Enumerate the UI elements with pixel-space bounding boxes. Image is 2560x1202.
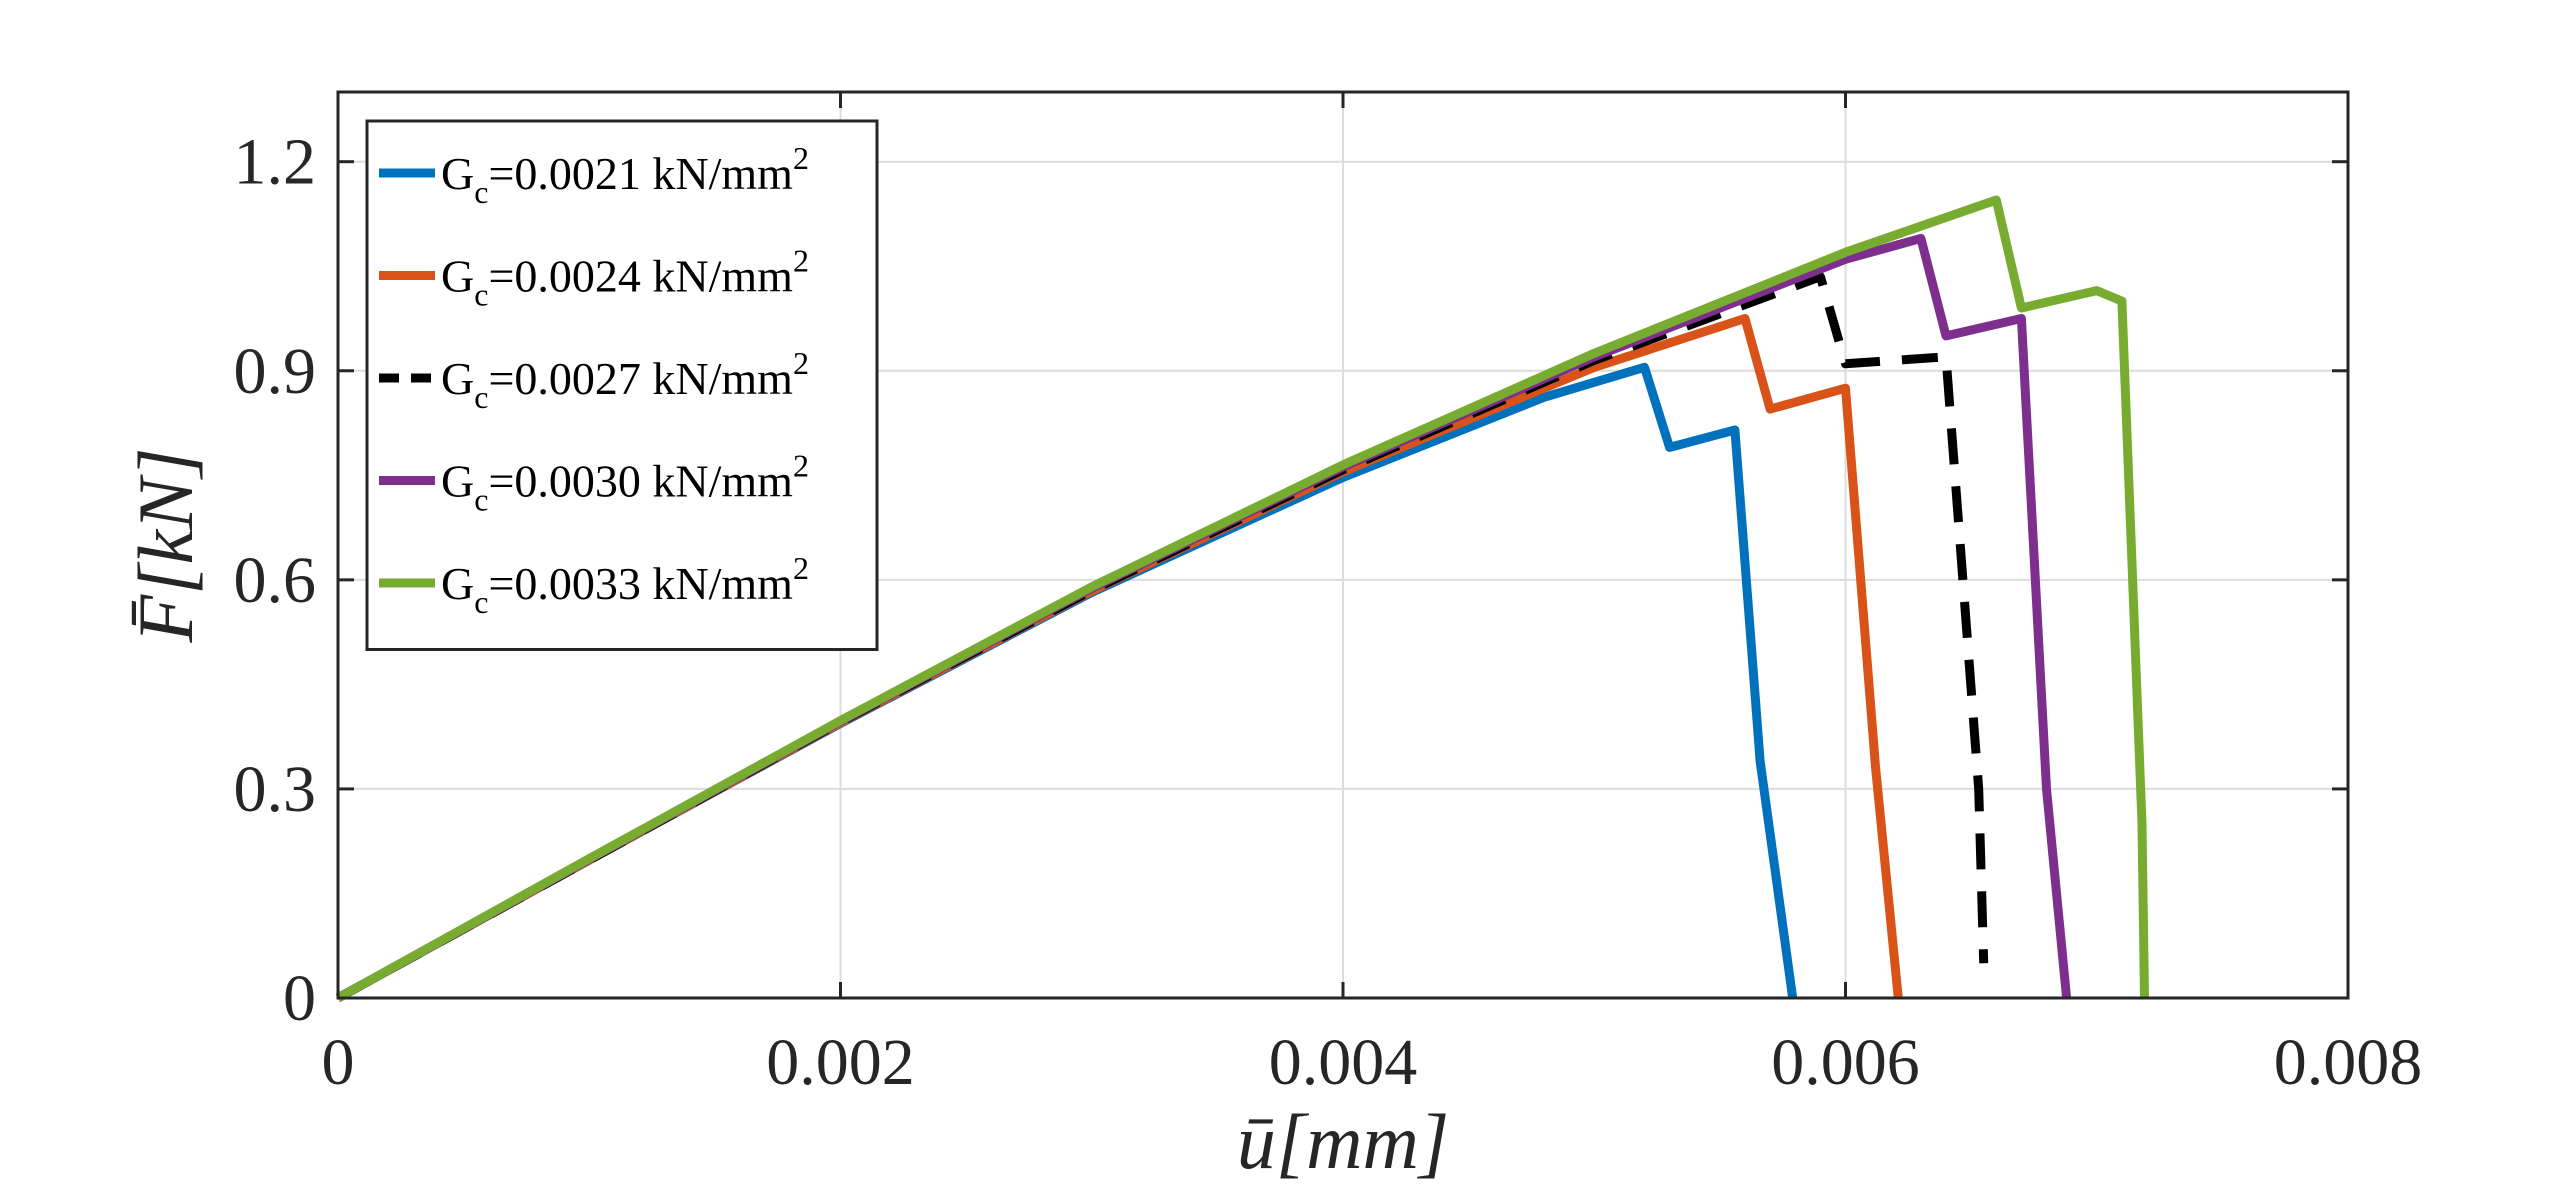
legend-label: Gc=0.0024 kN/mm2 (441, 243, 809, 313)
legend-label: Gc=0.0027 kN/mm2 (441, 345, 809, 415)
y-axis-label: F̄[kN] (122, 448, 209, 644)
ticks (336, 92, 2350, 1000)
legend-label: Gc=0.0030 kN/mm2 (441, 448, 809, 518)
y-tick-label: 0.3 (234, 753, 317, 826)
x-tick-label: 0.008 (2274, 1026, 2423, 1099)
x-tick-label: 0.002 (766, 1026, 915, 1099)
y-tick-label: 1.2 (234, 126, 317, 199)
y-tick-label: 0.6 (234, 544, 317, 617)
legend-label: Gc=0.0033 kN/mm2 (441, 550, 809, 620)
series-line-5 (335, 195, 2149, 1002)
y-tick-label: 0 (283, 962, 316, 1035)
x-tick-label: 0 (322, 1026, 355, 1099)
series-lines (335, 195, 2149, 1002)
x-axis-label: ū[mm] (1237, 1098, 1449, 1185)
x-tick-label: 0.006 (1771, 1026, 1920, 1099)
legend-label: Gc=0.0021 kN/mm2 (441, 140, 809, 210)
y-tick-label: 0.9 (234, 335, 317, 408)
tick-labels: 0 0.002 0.004 0.006 0.008 0 0.3 0.6 0.9 1.2 (234, 126, 2423, 1099)
x-tick-label: 0.004 (1269, 1026, 1418, 1099)
legend-box (365, 119, 879, 651)
legend: Gc=0.0021 kN/mm2 Gc=0.0024 kN/mm2 Gc=0.002… (365, 119, 879, 651)
